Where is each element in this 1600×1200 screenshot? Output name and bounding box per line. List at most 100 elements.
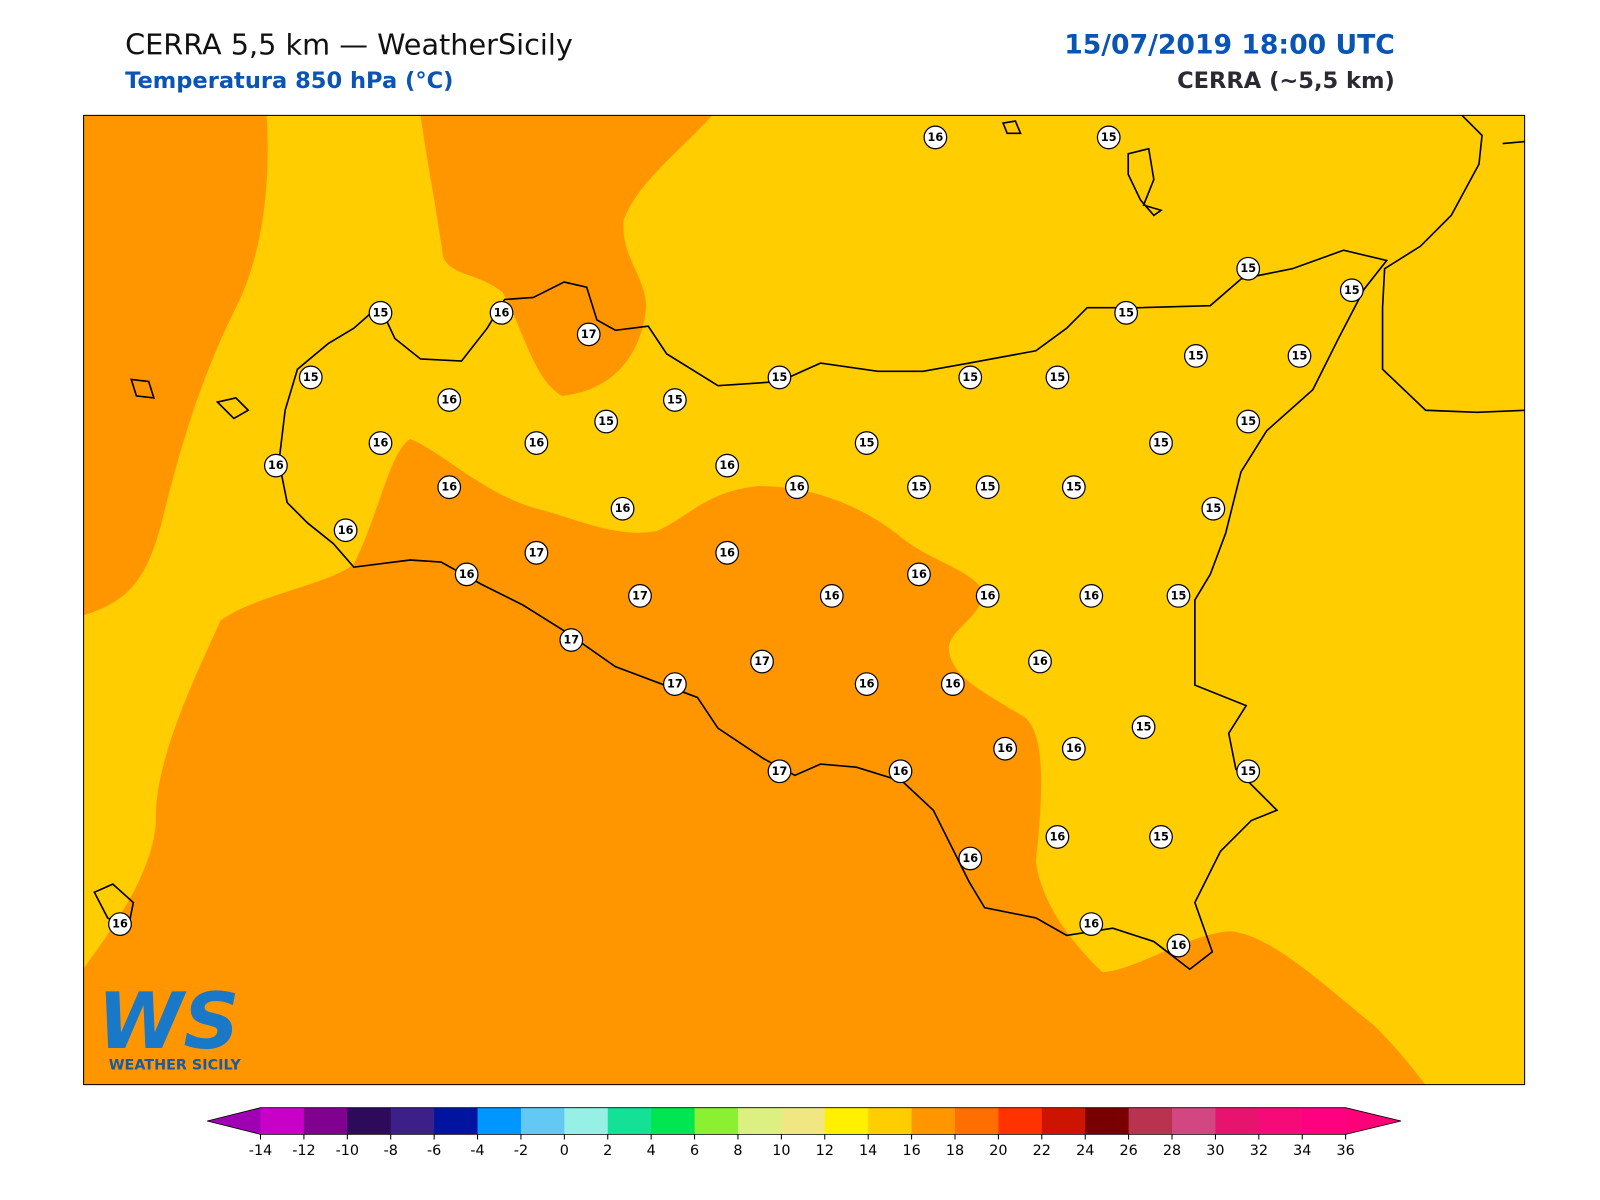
colorbar-tick-label: 12: [816, 1143, 834, 1159]
station-value: 16: [1083, 918, 1099, 931]
colorbar-bin: [1172, 1107, 1216, 1135]
station-marker: [1079, 583, 1104, 608]
station-value: 15: [1050, 371, 1066, 384]
station-value: 16: [1083, 589, 1099, 602]
colorbar-tick-label: 6: [690, 1143, 699, 1159]
colorbar-bin: [868, 1107, 913, 1135]
station-marker: [767, 365, 792, 390]
colorbar-tick-label: 26: [1119, 1143, 1137, 1159]
station-value: 15: [1136, 721, 1152, 734]
colorbar-tick-label: 8: [733, 1143, 742, 1159]
station-value: 15: [1153, 437, 1169, 450]
station-value: 15: [859, 437, 875, 450]
model-label: CERRA (~5,5 km): [1177, 68, 1395, 94]
station-marker: [628, 583, 652, 608]
station-value: 16: [789, 481, 805, 494]
colorbar-tick-label: 14: [859, 1143, 877, 1159]
colorbar-bin: [434, 1107, 479, 1135]
field-orange: [83, 438, 1426, 1086]
station-value: 16: [1032, 655, 1048, 668]
colorbar-tick-label: 4: [647, 1143, 656, 1159]
field-orange: [83, 114, 268, 616]
station-marker: [907, 475, 931, 500]
colorbar-bin: [607, 1107, 652, 1135]
station-value: 17: [581, 328, 597, 341]
colorbar-bin: [781, 1107, 826, 1135]
colorbar-tick-label: -6: [427, 1143, 441, 1159]
station-value: 16: [911, 568, 927, 581]
colorbar-tick-label: 20: [989, 1143, 1007, 1159]
station-value: 16: [980, 589, 996, 602]
station-marker: [923, 125, 948, 150]
station-marker: [715, 540, 740, 565]
colorbar-tick-label: 24: [1076, 1143, 1094, 1159]
station-marker: [1149, 825, 1173, 849]
station-value: 17: [563, 634, 579, 647]
station-marker: [1028, 649, 1052, 674]
station-value: 15: [1240, 765, 1256, 778]
colorbar-bin: [390, 1107, 435, 1135]
colorbar-tick-label: -14: [249, 1143, 272, 1159]
station-marker: [1061, 736, 1086, 761]
station-value: 15: [373, 306, 389, 319]
station-marker: [819, 583, 844, 608]
station-value: 16: [112, 918, 128, 931]
station-value: 17: [667, 678, 683, 691]
station-value: 15: [1153, 830, 1169, 843]
station-marker: [1339, 278, 1364, 303]
station-marker: [907, 562, 931, 587]
colorbar-bin: [954, 1107, 999, 1135]
station-marker: [958, 846, 983, 871]
station-value: 15: [598, 415, 614, 428]
station-value: 16: [494, 306, 510, 319]
colorbar-bin: [694, 1107, 739, 1135]
station-value: 15: [772, 371, 788, 384]
station-marker: [958, 365, 983, 390]
colorbar-bin: [1258, 1107, 1303, 1135]
colorbar-bin: [520, 1107, 565, 1135]
colorbar-bin: [911, 1107, 956, 1135]
station-value: 16: [529, 437, 545, 450]
colorbar-tick-label: -2: [514, 1143, 528, 1159]
station-value: 16: [962, 852, 978, 865]
station-value: 16: [824, 589, 840, 602]
station-marker: [1236, 256, 1261, 281]
colorbar-bin: [1215, 1107, 1260, 1135]
station-marker: [1184, 343, 1208, 368]
station-value: 15: [962, 371, 978, 384]
station-marker: [1236, 759, 1261, 784]
station-value: 16: [719, 546, 735, 559]
station-marker: [263, 453, 288, 478]
station-value: 17: [529, 546, 545, 559]
colorbar-bin: [564, 1107, 609, 1135]
colorbar-bin: [347, 1107, 392, 1135]
station-marker: [108, 912, 132, 936]
station-marker: [524, 540, 549, 565]
station-marker: [1096, 125, 1121, 150]
logo-mark: WS: [97, 977, 239, 1067]
station-marker: [1131, 715, 1156, 740]
colorbar-bin: [1128, 1107, 1173, 1135]
colorbar-bin: [651, 1107, 696, 1135]
colorbar: -14 -12 -10 -8 -6 -4 -2 0 2 4 6 8 10 12 14 16 18 20 22 24 26…: [207, 1107, 1402, 1159]
station-marker: [368, 300, 393, 325]
station-value: 15: [1240, 262, 1256, 275]
field-orange: [420, 114, 713, 396]
station-value: 15: [667, 394, 683, 407]
map-area: WS WEATHER SICILY: [83, 114, 1526, 1086]
station-marker: [1166, 933, 1191, 958]
station-marker: [1236, 409, 1261, 434]
station-value: 15: [1188, 349, 1204, 362]
station-marker: [662, 388, 687, 412]
station-value: 17: [754, 655, 770, 668]
station-value: 16: [928, 131, 944, 144]
station-value: 16: [615, 502, 631, 515]
title: CERRA 5,5 km — WeatherSicily: [125, 27, 573, 61]
station-value: 15: [1240, 415, 1256, 428]
colorbar-tick-label: 0: [560, 1143, 569, 1159]
colorbar-bin: [477, 1107, 522, 1135]
colorbar-tick-label: 16: [902, 1143, 920, 1159]
colorbar-bin: [303, 1107, 348, 1135]
colorbar-tick-label: 32: [1250, 1143, 1268, 1159]
